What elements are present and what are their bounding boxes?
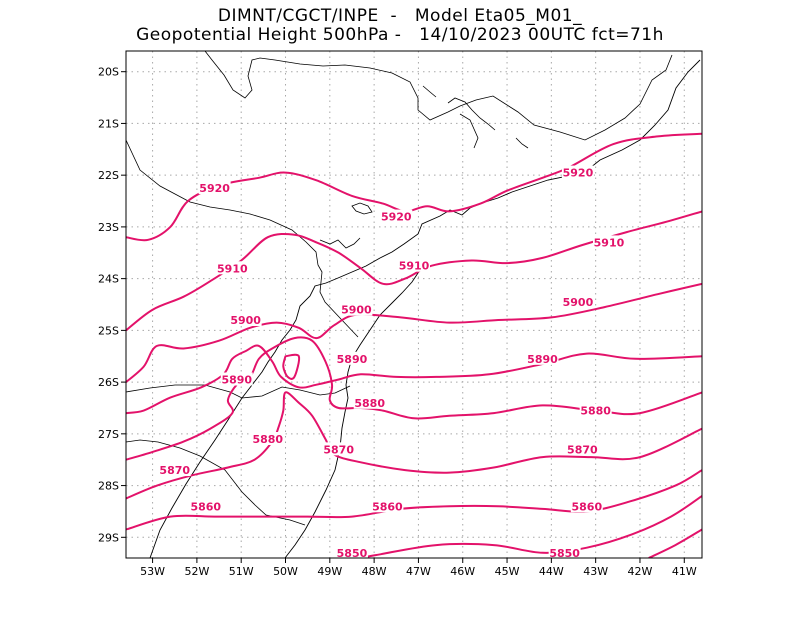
contour-label-bg xyxy=(322,442,355,456)
contour-line-5890 xyxy=(282,353,301,380)
contour-label-5920: 5920 xyxy=(199,182,230,195)
lon-tick-label: 50W xyxy=(273,565,298,578)
contour-label-bg xyxy=(335,545,368,559)
map-frame xyxy=(125,50,703,559)
contour-label-5900: 5900 xyxy=(563,296,594,309)
contour-label-5860: 5860 xyxy=(372,500,403,513)
lat-lon-grid xyxy=(126,51,702,558)
state-border-south xyxy=(126,384,351,399)
lon-tick-label: 49W xyxy=(317,565,342,578)
contour-label-bg xyxy=(592,235,625,249)
contour-label-5910: 5910 xyxy=(594,236,625,249)
contour-line-5910 xyxy=(126,210,702,332)
contour-label-5900: 5900 xyxy=(230,314,261,327)
contour-label-bg xyxy=(229,313,262,327)
lon-tick-label: 51W xyxy=(229,565,254,578)
contour-line-5850 xyxy=(355,495,702,558)
lat-tick-label: 22S xyxy=(98,169,119,182)
contour-line-5890 xyxy=(126,344,702,415)
contour-label-bg xyxy=(570,499,603,513)
contour-label-5880: 5880 xyxy=(354,397,385,410)
lon-tick-label: 47W xyxy=(406,565,431,578)
contour-label-bg xyxy=(526,351,559,365)
state-border-north xyxy=(204,51,673,141)
coastline-and-borders xyxy=(126,51,701,558)
contour-label-bg xyxy=(548,545,581,559)
lon-tick-label: 52W xyxy=(184,565,209,578)
lon-tick-label: 41W xyxy=(672,565,697,578)
lon-tick-label: 45W xyxy=(495,565,520,578)
contour-labels: 5920 5920 5920 5910 5910 5910 5900 5900 5900 5890… xyxy=(158,165,625,560)
lat-tick-label: 23S xyxy=(98,221,119,234)
contour-label-bg xyxy=(371,499,404,513)
contour-label-bg xyxy=(561,165,594,179)
contour-label-bg xyxy=(340,302,373,316)
contour-label-bg xyxy=(353,395,386,409)
contour-label-5910: 5910 xyxy=(217,262,248,275)
contour-label-bg xyxy=(566,442,599,456)
lon-tick-label: 42W xyxy=(628,565,653,578)
contour-label-5860: 5860 xyxy=(190,500,221,513)
contour-label-bg xyxy=(398,258,430,272)
contour-label-5900: 5900 xyxy=(341,304,372,317)
contour-label-bg xyxy=(216,261,249,275)
contour-line-5870 xyxy=(126,391,702,500)
lat-tick-label: 29S xyxy=(98,531,119,544)
contour-label-5890: 5890 xyxy=(221,374,252,387)
contour-label-5890: 5890 xyxy=(527,353,558,366)
lon-tick-label: 48W xyxy=(362,565,387,578)
contour-line-5860 xyxy=(126,469,702,531)
contour-label-bg xyxy=(251,432,284,446)
contour-label-bg xyxy=(579,403,612,417)
contour-label-5880: 5880 xyxy=(580,405,611,418)
map-title-line-2: Geopotential Height 500hPa - 14/10/2023 … xyxy=(136,25,664,45)
coastline xyxy=(149,59,701,558)
lon-tick-label: 44W xyxy=(539,565,564,578)
contour-label-5880: 5880 xyxy=(252,433,283,446)
contour-label-bg xyxy=(380,209,413,223)
lon-tick-label: 46W xyxy=(450,565,475,578)
contour-label-5870: 5870 xyxy=(323,443,354,456)
contour-line-5840 xyxy=(648,528,702,558)
lat-tick-label: 26S xyxy=(98,376,119,389)
lat-tick-label: 28S xyxy=(98,480,119,493)
contour-label-5910: 5910 xyxy=(399,260,430,273)
coastline-south xyxy=(284,269,421,558)
contour-line-5880 xyxy=(126,336,702,461)
contour-label-bg xyxy=(335,351,368,365)
contour-label-bg xyxy=(561,294,594,308)
map-title-line-1: DIMNT/CGCT/INPE - Model Eta05_M01_ xyxy=(217,6,583,26)
lat-tick-label: 21S xyxy=(98,117,119,130)
contour-label-bg xyxy=(198,181,231,195)
lat-tick-label: 24S xyxy=(98,273,119,286)
geopotential-contours xyxy=(126,132,702,558)
contour-label-5850: 5850 xyxy=(337,547,368,560)
contour-label-bg xyxy=(189,499,222,513)
contour-label-5920: 5920 xyxy=(381,211,412,224)
lat-tick-label: 25S xyxy=(98,324,119,337)
contour-label-5890: 5890 xyxy=(337,353,368,366)
lakes-north xyxy=(319,85,529,249)
lat-tick-label: 27S xyxy=(98,428,119,441)
contour-label-bg xyxy=(220,372,253,386)
axis-ticks: 53W 52W 51W 50W 49W 48W 47W 46W 45W 44W 43W 42W 41W 2… xyxy=(98,66,697,578)
contour-line-5900 xyxy=(126,282,702,383)
lon-tick-label: 53W xyxy=(140,565,165,578)
contour-label-5860: 5860 xyxy=(571,500,602,513)
lon-tick-label: 43W xyxy=(583,565,608,578)
contour-label-bg xyxy=(158,463,191,477)
contour-label-5870: 5870 xyxy=(159,464,190,477)
state-border-central xyxy=(126,139,359,338)
contour-label-5850: 5850 xyxy=(549,547,580,560)
contour-label-5870: 5870 xyxy=(567,443,598,456)
lat-tick-label: 20S xyxy=(98,66,119,79)
contour-label-5920: 5920 xyxy=(563,167,594,180)
